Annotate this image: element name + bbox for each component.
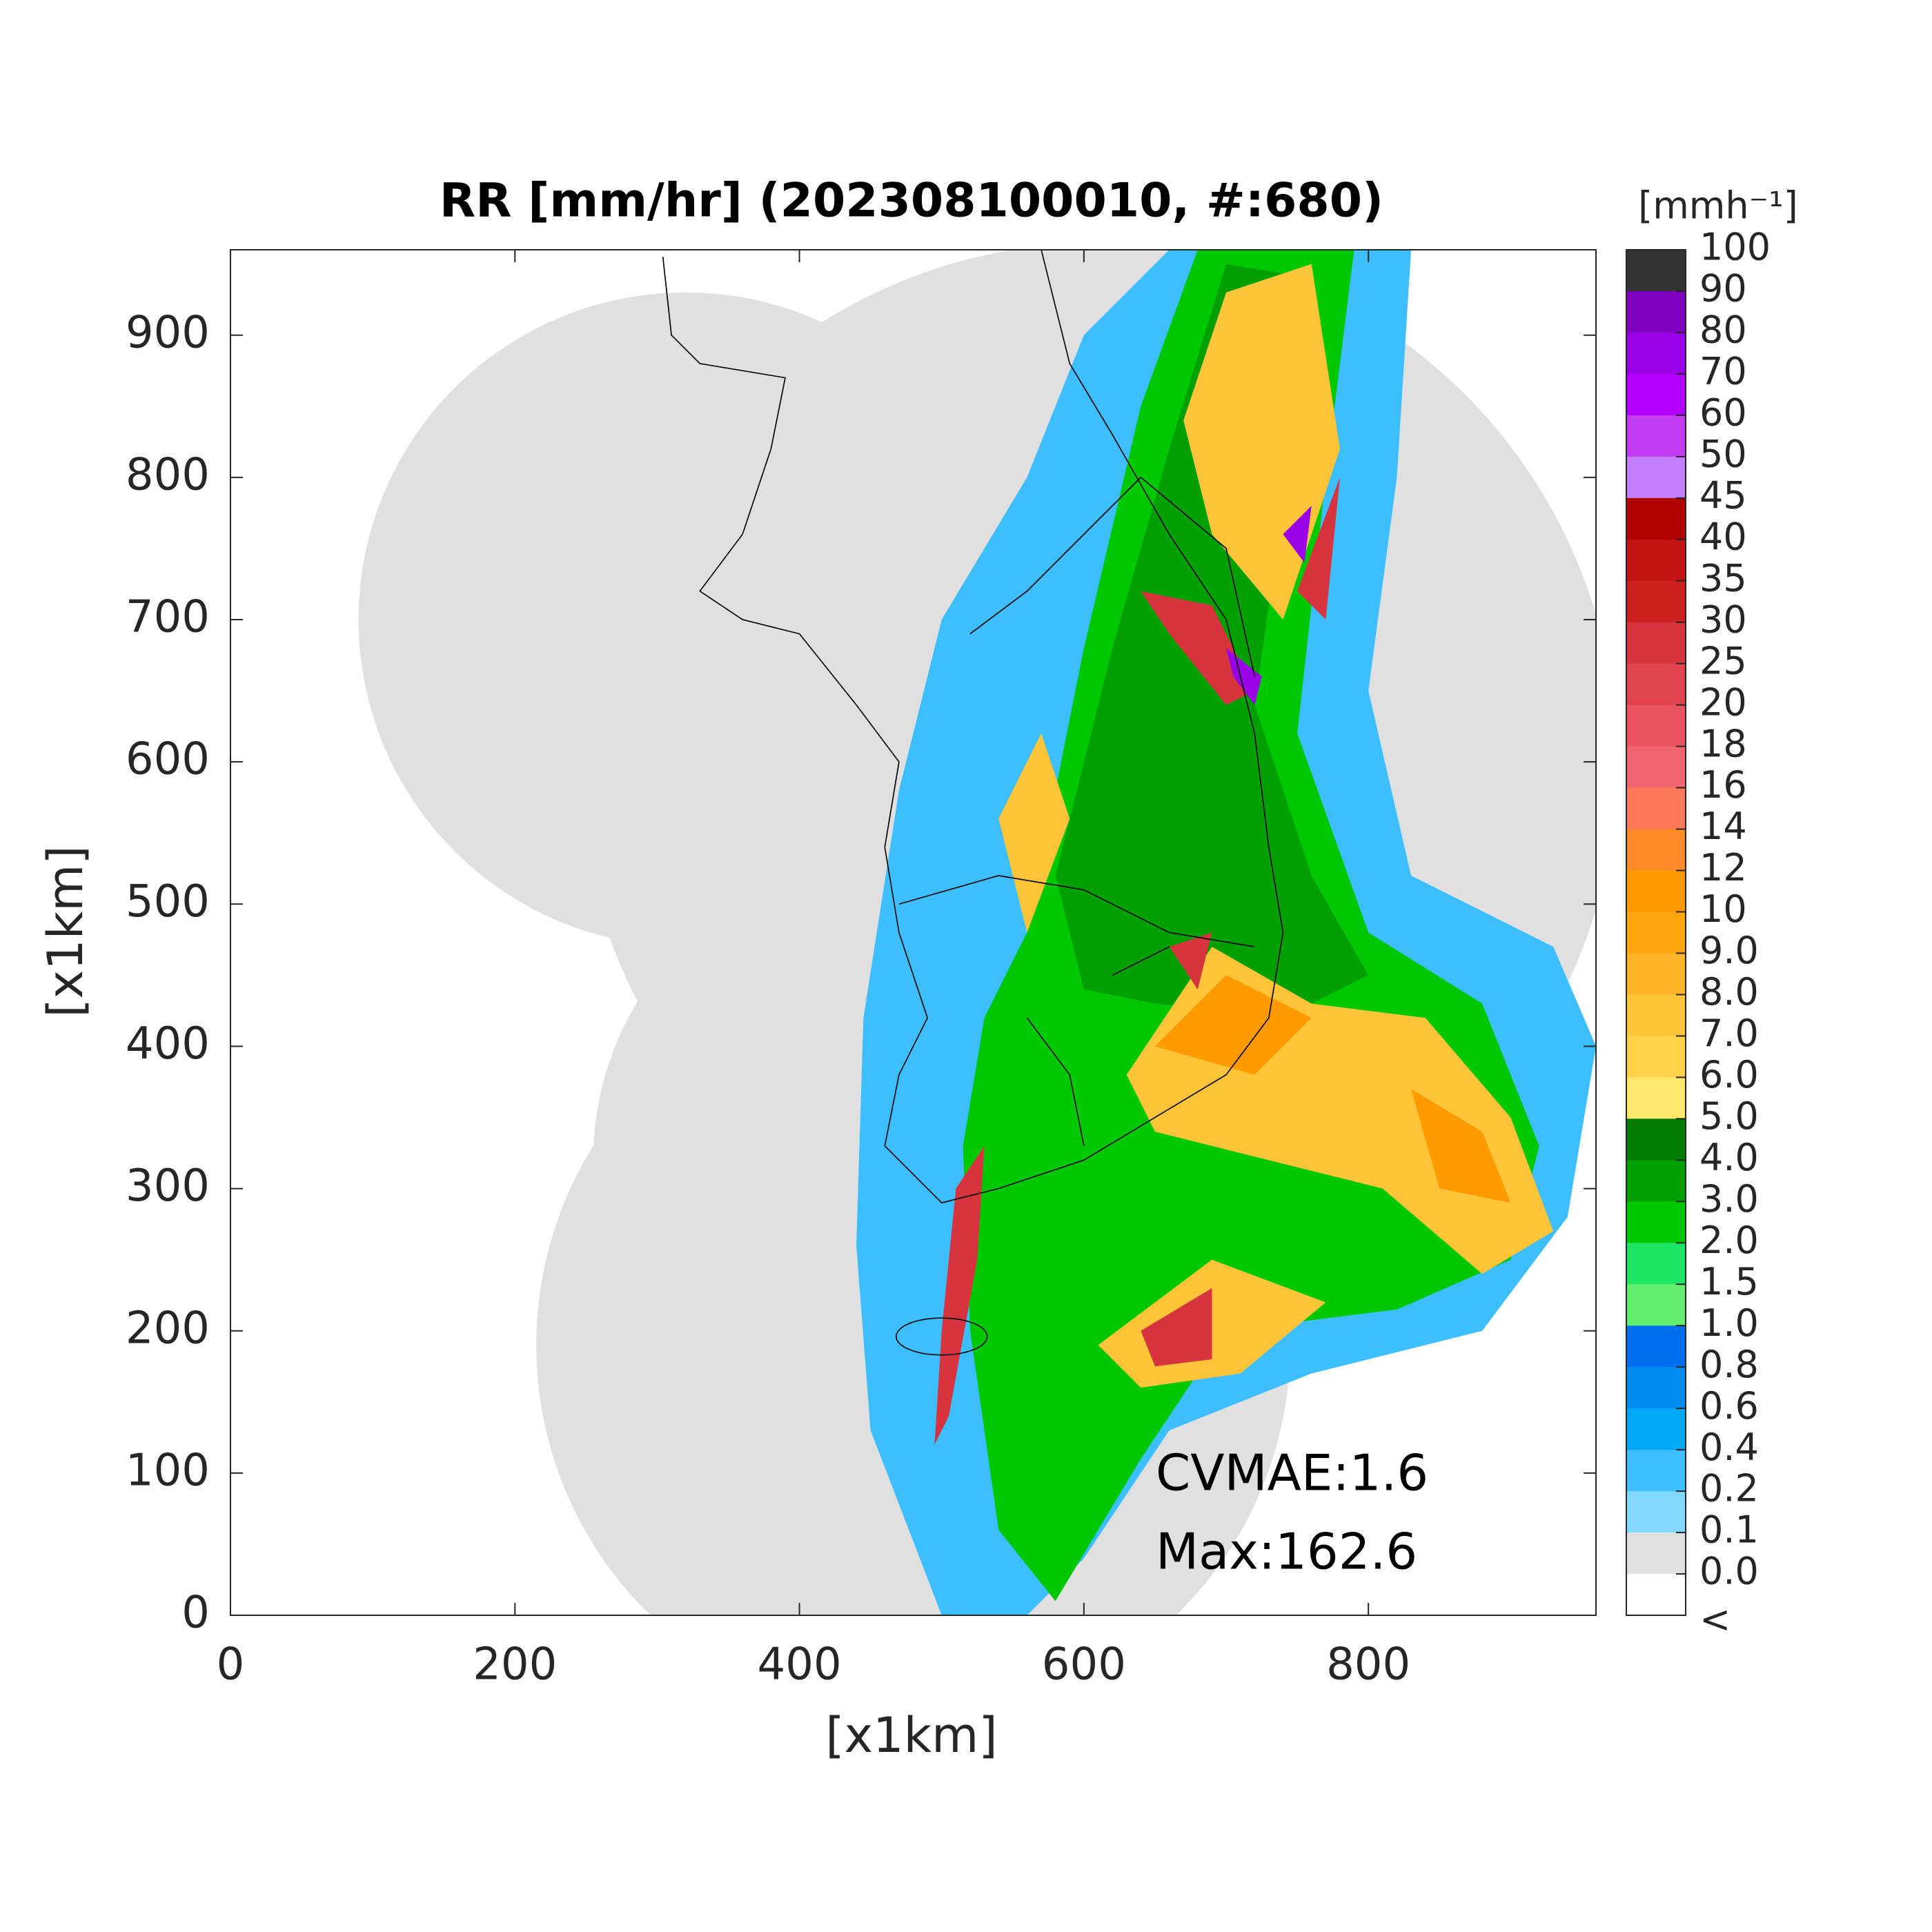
y-tick-label: 400 — [126, 1018, 210, 1070]
y-tick-label: 500 — [126, 876, 210, 927]
plot-frame — [230, 249, 1597, 1616]
colorbar-tick-label: 10 — [1699, 887, 1747, 931]
colorbar-tick-label: 6.0 — [1699, 1053, 1759, 1096]
colorbar-tick-label: 2.0 — [1699, 1219, 1759, 1262]
colorbar-tick-label: 0.1 — [1699, 1508, 1759, 1552]
coastline — [662, 250, 1284, 1356]
colorbar-tick-label: 14 — [1699, 805, 1747, 848]
colorbar-tick-label: 90 — [1699, 267, 1747, 310]
colorbar-segment — [1626, 622, 1686, 664]
colorbar-segment — [1626, 911, 1686, 954]
y-tick-label: 0 — [181, 1588, 210, 1639]
y-tick-label: 100 — [126, 1445, 210, 1496]
colorbar-tick-label: 7.0 — [1699, 1012, 1759, 1055]
colorbar-segment — [1626, 250, 1686, 292]
colorbar-tick-label: 1.5 — [1699, 1260, 1759, 1303]
x-tick-label: 800 — [1326, 1639, 1410, 1690]
x-tick-label: 400 — [758, 1639, 842, 1690]
rain-area-orange — [998, 264, 1554, 1388]
colorbar-segment — [1626, 415, 1686, 457]
y-tick-label: 600 — [126, 734, 210, 785]
colorbar-tick-label: 0.8 — [1699, 1343, 1759, 1386]
colorbar-segment — [1626, 994, 1686, 1036]
colorbar-tick-label: 4.0 — [1699, 1136, 1759, 1179]
colorbar-frame — [1626, 249, 1686, 1616]
colorbar-segment — [1626, 497, 1686, 540]
colorbar-tick-label: 25 — [1699, 639, 1747, 682]
colorbar-segment — [1626, 1532, 1686, 1575]
colorbar-tick-label: 18 — [1699, 722, 1747, 765]
colorbar-tick-label: 50 — [1699, 432, 1747, 475]
colorbar-title: [mmh⁻¹] — [1638, 184, 1798, 228]
colorbar-segment — [1626, 539, 1686, 582]
colorbar-tick-label: 16 — [1699, 763, 1747, 807]
colorbar-tick-label: 35 — [1699, 556, 1747, 600]
colorbar-segment — [1626, 1036, 1686, 1078]
colorbar-tick-label: 20 — [1699, 680, 1747, 724]
colorbar-segment — [1626, 580, 1686, 623]
colorbar-tick-label: 0.4 — [1699, 1426, 1759, 1469]
y-tick-label: 900 — [126, 307, 210, 358]
y-tick-label: 700 — [126, 592, 210, 643]
colorbar-tick-label: 60 — [1699, 391, 1747, 435]
colorbar-segment — [1626, 1118, 1686, 1161]
x-tick-label: 200 — [473, 1639, 557, 1690]
colorbar-segment — [1626, 870, 1686, 913]
colorbar-tick-label: 12 — [1699, 846, 1747, 889]
colorbar-segment — [1626, 704, 1686, 747]
colorbar-below-label: < — [1699, 1598, 1731, 1642]
annotation: Max:162.6 — [1156, 1523, 1417, 1581]
colorbar-segment — [1626, 746, 1686, 789]
colorbar-segment — [1626, 1491, 1686, 1533]
colorbar-segment — [1626, 1160, 1686, 1202]
colorbar-segment — [1626, 787, 1686, 830]
radar-map — [358, 250, 1596, 1615]
y-axis-label: [x1km] — [37, 845, 94, 1017]
colorbar-tick-label: 80 — [1699, 308, 1747, 352]
annotation: CVMAE:1.6 — [1156, 1444, 1428, 1502]
colorbar-tick-label: 5.0 — [1699, 1094, 1759, 1138]
colorbar-segment — [1626, 1077, 1686, 1119]
colorbar-tick-label: 0.2 — [1699, 1467, 1759, 1510]
y-tick-label: 800 — [126, 449, 210, 500]
colorbar-tick-label: 70 — [1699, 350, 1747, 393]
chart-title: RR [mm/hr] (202308100010, #:680) — [440, 174, 1383, 228]
colorbar-segment — [1626, 290, 1686, 333]
colorbar-segment — [1626, 1574, 1686, 1616]
rain-area-orange-dark — [1154, 975, 1511, 1203]
colorbar-segment — [1626, 1325, 1686, 1368]
colorbar-segment — [1626, 1284, 1686, 1326]
x-tick-label: 0 — [217, 1639, 245, 1690]
colorbar-segment — [1626, 456, 1686, 499]
colorbar-tick-label: 9.0 — [1699, 929, 1759, 972]
colorbar-tick-label: 0.0 — [1699, 1550, 1759, 1593]
colorbar-segment — [1626, 373, 1686, 416]
colorbar-tick-label: 30 — [1699, 598, 1747, 641]
x-axis-label: [x1km] — [825, 1707, 997, 1764]
colorbar-segment — [1626, 1201, 1686, 1243]
colorbar-tick-label: 3.0 — [1699, 1177, 1759, 1221]
colorbar-segment — [1626, 332, 1686, 375]
colorbar-tick-label: 40 — [1699, 515, 1747, 558]
colorbar-segment — [1626, 1243, 1686, 1285]
x-tick-label: 600 — [1042, 1639, 1126, 1690]
colorbar-segment — [1626, 953, 1686, 995]
colorbar-tick-label: 100 — [1699, 226, 1771, 269]
colorbar-tick-label: 0.6 — [1699, 1384, 1759, 1428]
colorbar-segment — [1626, 1408, 1686, 1450]
rain-area-purple — [1226, 506, 1312, 705]
colorbar-tick-label: 8.0 — [1699, 970, 1759, 1014]
y-tick-label: 200 — [126, 1303, 210, 1354]
colorbar-segment — [1626, 1450, 1686, 1492]
colorbar-segment — [1626, 1367, 1686, 1409]
colorbar-segment — [1626, 663, 1686, 706]
colorbar-tick-label: 1.0 — [1699, 1301, 1759, 1345]
colorbar-segment — [1626, 829, 1686, 871]
colorbar-tick-label: 45 — [1699, 473, 1747, 517]
y-tick-label: 300 — [126, 1161, 210, 1212]
